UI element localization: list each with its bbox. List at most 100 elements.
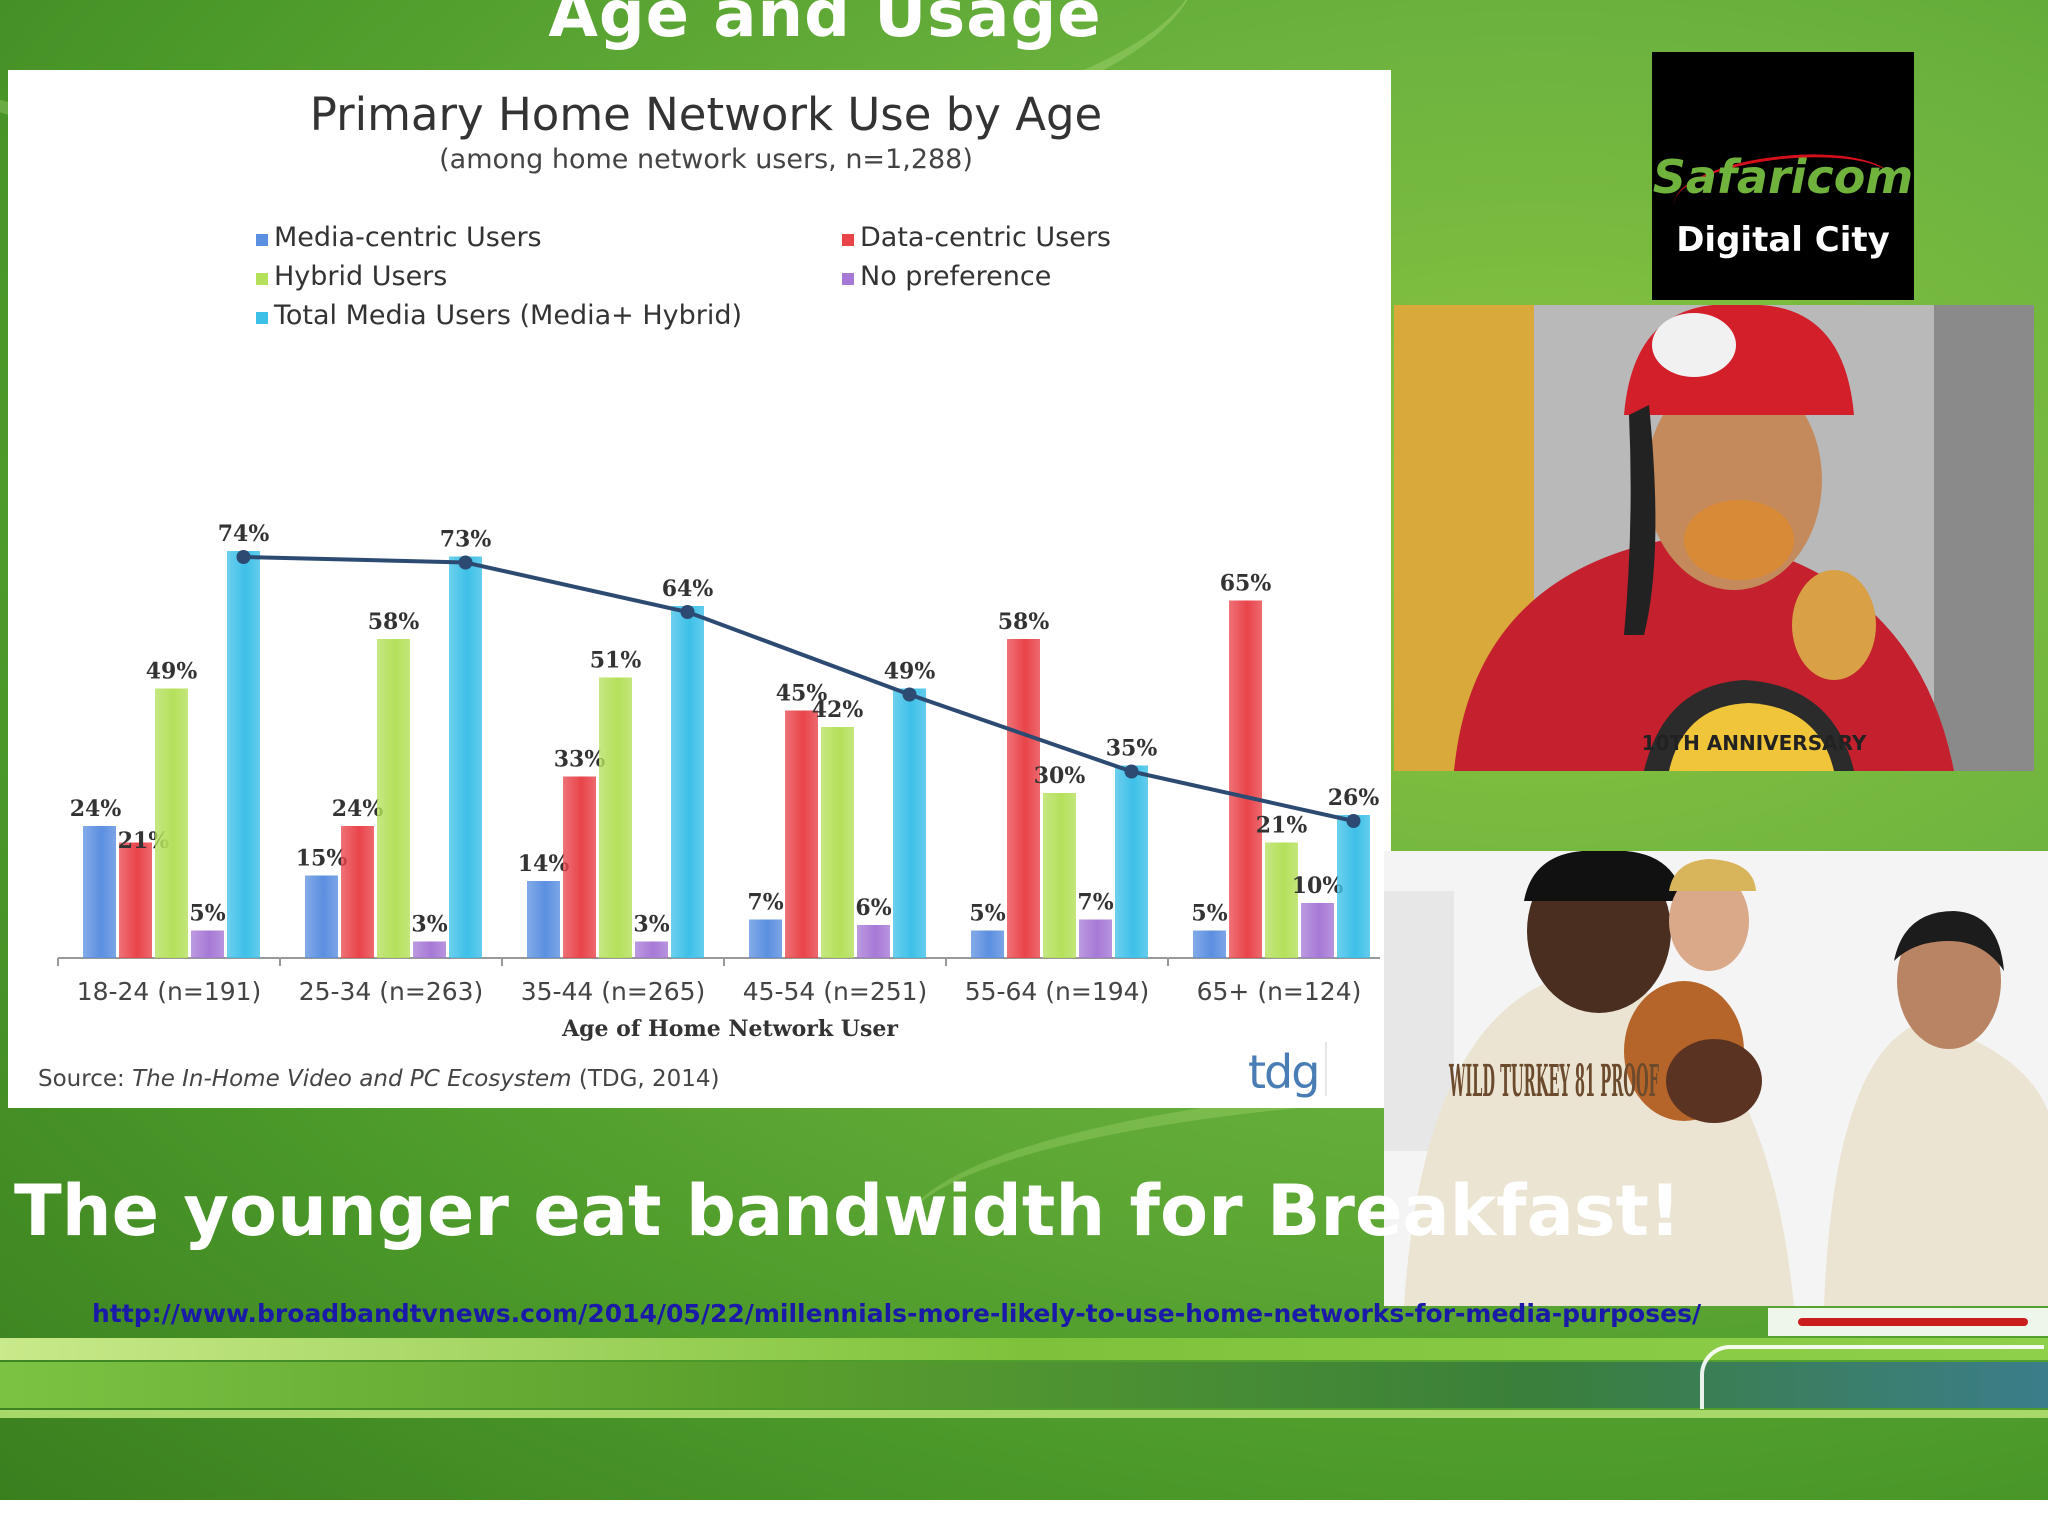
legend-entry: No preference: [860, 261, 1051, 292]
data-label: 49%: [146, 659, 198, 685]
bar-media-centric-users: [1193, 930, 1226, 958]
bar-no-preference: [635, 941, 668, 958]
trend-line-point: [680, 605, 695, 619]
data-label: 58%: [998, 609, 1050, 635]
data-label: 5%: [189, 901, 225, 927]
bar-total-media-users-media-hybrid-: [1337, 815, 1370, 958]
x-tick-label: 18-24 (n=191): [77, 977, 262, 1006]
bar-total-media-users-media-hybrid-: [1115, 765, 1148, 958]
bar-no-preference: [191, 930, 224, 958]
photo-shirt-text: 10TH ANNIVERSARY: [1642, 731, 1867, 755]
data-label: 5%: [1191, 901, 1227, 927]
bar-hybrid-users: [821, 727, 854, 958]
legend-swatch: [256, 273, 268, 285]
legend-swatch: [256, 312, 268, 324]
bar-no-preference: [1301, 903, 1334, 958]
bar-hybrid-users: [377, 639, 410, 958]
data-label: 35%: [1106, 736, 1158, 762]
bar-data-centric-users: [341, 826, 374, 958]
data-label: 58%: [368, 609, 420, 635]
slide-background: Age and Usage Primary Home Network Use b…: [0, 0, 2048, 1500]
legend-entry: Total Media Users (Media+ Hybrid): [273, 300, 742, 331]
data-label: 15%: [296, 846, 348, 872]
data-label: 45%: [776, 681, 828, 707]
legend-entry: Hybrid Users: [274, 261, 447, 292]
decorative-band-light: [0, 1338, 2048, 1360]
data-label: 7%: [1077, 890, 1113, 916]
bar-data-centric-users: [785, 710, 818, 958]
bar-media-centric-users: [527, 881, 560, 958]
data-label: 49%: [884, 659, 936, 685]
data-label: 42%: [812, 697, 864, 723]
tdg-logo: tdg: [1248, 1045, 1318, 1099]
x-axis-label: Age of Home Network User: [561, 1016, 898, 1042]
chart-subtitle: (among home network users, n=1,288): [439, 144, 973, 175]
legend-entry: Data-centric Users: [860, 222, 1111, 253]
slide-title: Age and Usage: [548, 0, 1102, 52]
eating-contest-photo-bottom: WILD TURKEY 81 PROOF: [1384, 851, 2048, 1306]
bar-total-media-users-media-hybrid-: [893, 688, 926, 958]
eating-contest-photo-top: 10TH ANNIVERSARY: [1394, 305, 2034, 771]
bar-no-preference: [413, 941, 446, 958]
legend-swatch: [256, 234, 268, 246]
data-label: 3%: [411, 912, 447, 938]
bar-hybrid-users: [155, 688, 188, 958]
data-label: 6%: [855, 895, 891, 921]
data-label: 14%: [518, 851, 570, 877]
slide-bottom-logo-fragment: [1768, 1308, 2048, 1336]
bar-media-centric-users: [971, 930, 1004, 958]
decorative-band-thin: [0, 1410, 2048, 1418]
legend-entry: Media-centric Users: [274, 222, 542, 253]
data-label: 24%: [70, 796, 122, 822]
bar-no-preference: [857, 925, 890, 958]
x-tick-label: 65+ (n=124): [1197, 977, 1362, 1006]
data-label: 73%: [440, 527, 492, 553]
x-tick-label: 25-34 (n=263): [299, 977, 484, 1006]
chart: Primary Home Network Use by Age(among ho…: [38, 88, 1391, 1099]
chart-source: Source: The In-Home Video and PC Ecosyst…: [38, 1066, 720, 1092]
bar-no-preference: [1079, 919, 1112, 958]
data-label: 24%: [332, 796, 384, 822]
trend-line-point: [458, 555, 473, 570]
data-label: 64%: [662, 576, 714, 602]
data-label: 7%: [747, 890, 783, 916]
trend-line: [243, 555, 1354, 823]
legend-swatch: [842, 273, 854, 285]
x-tick-label: 55-64 (n=194): [965, 977, 1150, 1006]
bar-media-centric-users: [83, 826, 116, 958]
x-tick-label: 45-54 (n=251): [743, 977, 928, 1006]
logo-name: Safaricom: [1652, 150, 1914, 204]
data-label: 5%: [969, 901, 1005, 927]
bar-data-centric-users: [1007, 639, 1040, 958]
bar-total-media-users-media-hybrid-: [227, 551, 260, 958]
legend-swatch: [842, 234, 854, 246]
bar-hybrid-users: [1265, 842, 1298, 958]
eating-contest-photo-icon: 10TH ANNIVERSARY: [1394, 305, 2034, 771]
data-label: 33%: [554, 747, 606, 773]
chart-title: Primary Home Network Use by Age: [310, 88, 1103, 141]
chart-panel: Primary Home Network Use by Age (among ho…: [8, 70, 1391, 1108]
slide-bottom-strip: [0, 1500, 2048, 1536]
bar-data-centric-users: [563, 776, 596, 958]
data-label: 30%: [1034, 763, 1086, 789]
trend-line-point: [236, 550, 251, 564]
logo-subtitle: Digital City: [1676, 220, 1890, 260]
bar-hybrid-users: [1043, 793, 1076, 958]
data-label: 21%: [1256, 813, 1308, 839]
bar-media-centric-users: [749, 919, 782, 958]
bar-data-centric-users: [1229, 600, 1262, 958]
data-label: 51%: [590, 648, 642, 674]
eating-contest-photo-icon: WILD TURKEY 81 PROOF: [1384, 851, 2048, 1306]
data-label: 26%: [1328, 785, 1380, 811]
trend-line-point: [902, 687, 917, 702]
bar-hybrid-users: [599, 677, 632, 958]
decorative-swirl: [1700, 1345, 2044, 1409]
bar-total-media-users-media-hybrid-: [671, 606, 704, 958]
bar-media-centric-users: [305, 875, 338, 958]
data-label: 74%: [218, 521, 270, 547]
photo-shirt-text: WILD TURKEY 81 PROOF: [1449, 1056, 1659, 1107]
bar-total-media-users-media-hybrid-: [449, 556, 482, 958]
source-url-link[interactable]: http://www.broadbandtvnews.com/2014/05/2…: [92, 1299, 1702, 1328]
trend-line-point: [1124, 764, 1139, 779]
safaricom-logo: Safaricom Digital City: [1652, 52, 1914, 300]
